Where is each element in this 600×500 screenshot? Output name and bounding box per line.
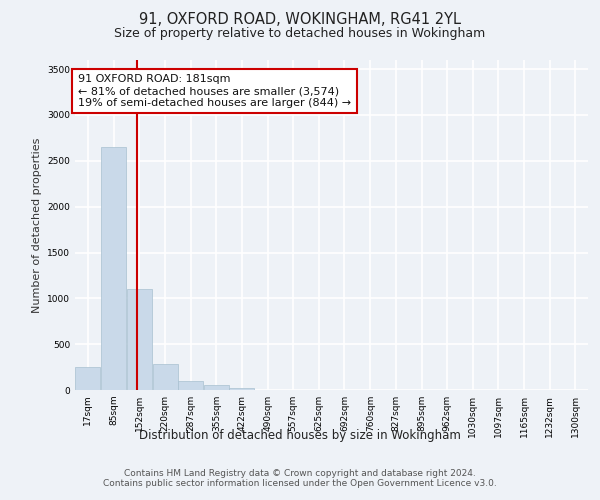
Bar xyxy=(127,289,152,390)
Text: 91, OXFORD ROAD, WOKINGHAM, RG41 2YL: 91, OXFORD ROAD, WOKINGHAM, RG41 2YL xyxy=(139,12,461,28)
Text: Contains public sector information licensed under the Open Government Licence v3: Contains public sector information licen… xyxy=(103,478,497,488)
Bar xyxy=(229,388,254,390)
Text: 91 OXFORD ROAD: 181sqm
← 81% of detached houses are smaller (3,574)
19% of semi-: 91 OXFORD ROAD: 181sqm ← 81% of detached… xyxy=(78,74,351,108)
Y-axis label: Number of detached properties: Number of detached properties xyxy=(32,138,41,312)
Bar xyxy=(204,386,229,390)
Bar xyxy=(76,367,100,390)
Bar xyxy=(178,381,203,390)
Bar xyxy=(101,147,127,390)
Text: Contains HM Land Registry data © Crown copyright and database right 2024.: Contains HM Land Registry data © Crown c… xyxy=(124,468,476,477)
Text: Size of property relative to detached houses in Wokingham: Size of property relative to detached ho… xyxy=(115,28,485,40)
Bar xyxy=(152,364,178,390)
Text: Distribution of detached houses by size in Wokingham: Distribution of detached houses by size … xyxy=(139,428,461,442)
